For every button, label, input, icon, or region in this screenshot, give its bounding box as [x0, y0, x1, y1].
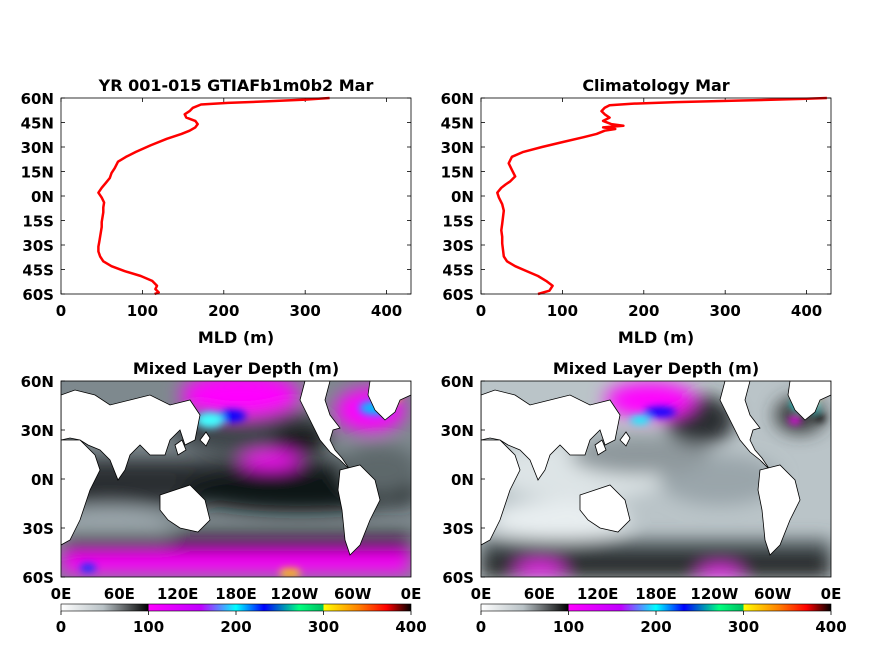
lon-tick-label: 60W — [334, 585, 372, 603]
lon-tick-label: 0E — [401, 585, 422, 603]
x-tick-label: 200 — [628, 302, 659, 320]
colorbar-tick-label: 100 — [553, 618, 584, 636]
lon-tick-label: 120W — [690, 585, 738, 603]
lon-tick-label: 0E — [471, 585, 492, 603]
x-tick-label: 100 — [127, 302, 158, 320]
mld-map-model: Mixed Layer Depth (m) — [21, 359, 427, 636]
y-tick-label: 45N — [441, 115, 474, 133]
y-tick-label: 30S — [22, 237, 54, 255]
x-tick-label: 400 — [791, 302, 822, 320]
lat-tick-label: 30N — [21, 422, 54, 440]
lat-tick-label: 60N — [21, 373, 54, 391]
colorbar-tick-label: 200 — [640, 618, 671, 636]
y-tick-label: 60S — [442, 286, 474, 304]
lat-tick-label: 30N — [441, 422, 474, 440]
lon-tick-label: 0E — [821, 585, 842, 603]
colorbar-tick-label: 100 — [133, 618, 164, 636]
y-tick-label: 15N — [21, 164, 54, 182]
profile-frame-model — [60, 97, 412, 295]
x-tick-label: 200 — [208, 302, 239, 320]
colorbar-tick-label: 400 — [815, 618, 846, 636]
colorbar-tick-label: 200 — [220, 618, 251, 636]
mld-profile-line-climatology — [496, 96, 827, 296]
profile-frame-climatology — [480, 97, 832, 295]
mld-field-climatology — [481, 381, 831, 577]
lat-tick-label: 60S — [22, 569, 54, 587]
lon-tick-label: 0E — [51, 585, 72, 603]
y-tick-label: 60S — [22, 286, 54, 304]
map-title-climatology: Mixed Layer Depth (m) — [553, 359, 759, 378]
lon-tick-label: 120E — [157, 585, 199, 603]
lon-tick-label: 120W — [270, 585, 318, 603]
lon-tick-label: 120E — [577, 585, 619, 603]
colorbar-climatology — [480, 603, 832, 612]
y-tick-label: 15N — [441, 164, 474, 182]
colorbar-tick-label: 300 — [308, 618, 339, 636]
lon-tick-label: 180E — [215, 585, 257, 603]
y-tick-label: 0N — [451, 188, 474, 206]
mld-field-model — [61, 381, 411, 577]
y-tick-label: 30S — [442, 237, 474, 255]
lon-tick-label: 60E — [524, 585, 555, 603]
y-tick-label: 30N — [21, 139, 54, 157]
mld-map-climatology: Mixed Layer Depth (m) — [441, 359, 847, 636]
colorbar-tick-label: 300 — [728, 618, 759, 636]
colorbar-tick-label: 0 — [56, 618, 66, 636]
lat-tick-label: 0N — [31, 471, 54, 489]
x-tick-label: 400 — [371, 302, 402, 320]
lon-tick-label: 60E — [104, 585, 135, 603]
y-tick-label: 45S — [22, 262, 54, 280]
x-tick-label: 0 — [476, 302, 486, 320]
y-tick-label: 30N — [441, 139, 474, 157]
lat-tick-label: 30S — [442, 520, 474, 538]
y-tick-label: 60N — [441, 90, 474, 108]
lat-tick-label: 60N — [441, 373, 474, 391]
x-tick-label: 0 — [56, 302, 66, 320]
profile-xlabel-climatology: MLD (m) — [618, 328, 694, 347]
x-tick-label: 300 — [290, 302, 321, 320]
colorbar-tick-label: 400 — [395, 618, 426, 636]
profile-title-climatology: Climatology Mar — [582, 76, 729, 95]
x-tick-label: 100 — [547, 302, 578, 320]
y-tick-label: 45N — [21, 115, 54, 133]
y-tick-label: 45S — [442, 262, 474, 280]
lon-tick-label: 180E — [635, 585, 677, 603]
profile-panel-model: YR 001-015 GTIAFb1m0b2 Mar 0 100 200 300 400… — [21, 76, 412, 347]
y-tick-label: 15S — [442, 213, 474, 231]
x-tick-label: 300 — [710, 302, 741, 320]
y-tick-label: 60N — [21, 90, 54, 108]
colorbar-tick-label: 0 — [476, 618, 486, 636]
profile-xlabel-model: MLD (m) — [198, 328, 274, 347]
lon-tick-label: 60W — [754, 585, 792, 603]
lat-tick-label: 30S — [22, 520, 54, 538]
land-mask — [61, 381, 411, 556]
lat-tick-label: 0N — [451, 471, 474, 489]
lat-tick-label: 60S — [442, 569, 474, 587]
colorbar-model — [60, 603, 412, 612]
y-tick-label: 0N — [31, 188, 54, 206]
y-tick-label: 15S — [22, 213, 54, 231]
profile-title-model: YR 001-015 GTIAFb1m0b2 Mar — [98, 76, 374, 95]
land-mask — [481, 381, 831, 556]
map-title-model: Mixed Layer Depth (m) — [133, 359, 339, 378]
profile-panel-climatology: Climatology Mar 0 100 200 300 400 60N 45N 30N 15… — [441, 76, 832, 347]
mld-profile-line-model — [97, 96, 330, 296]
